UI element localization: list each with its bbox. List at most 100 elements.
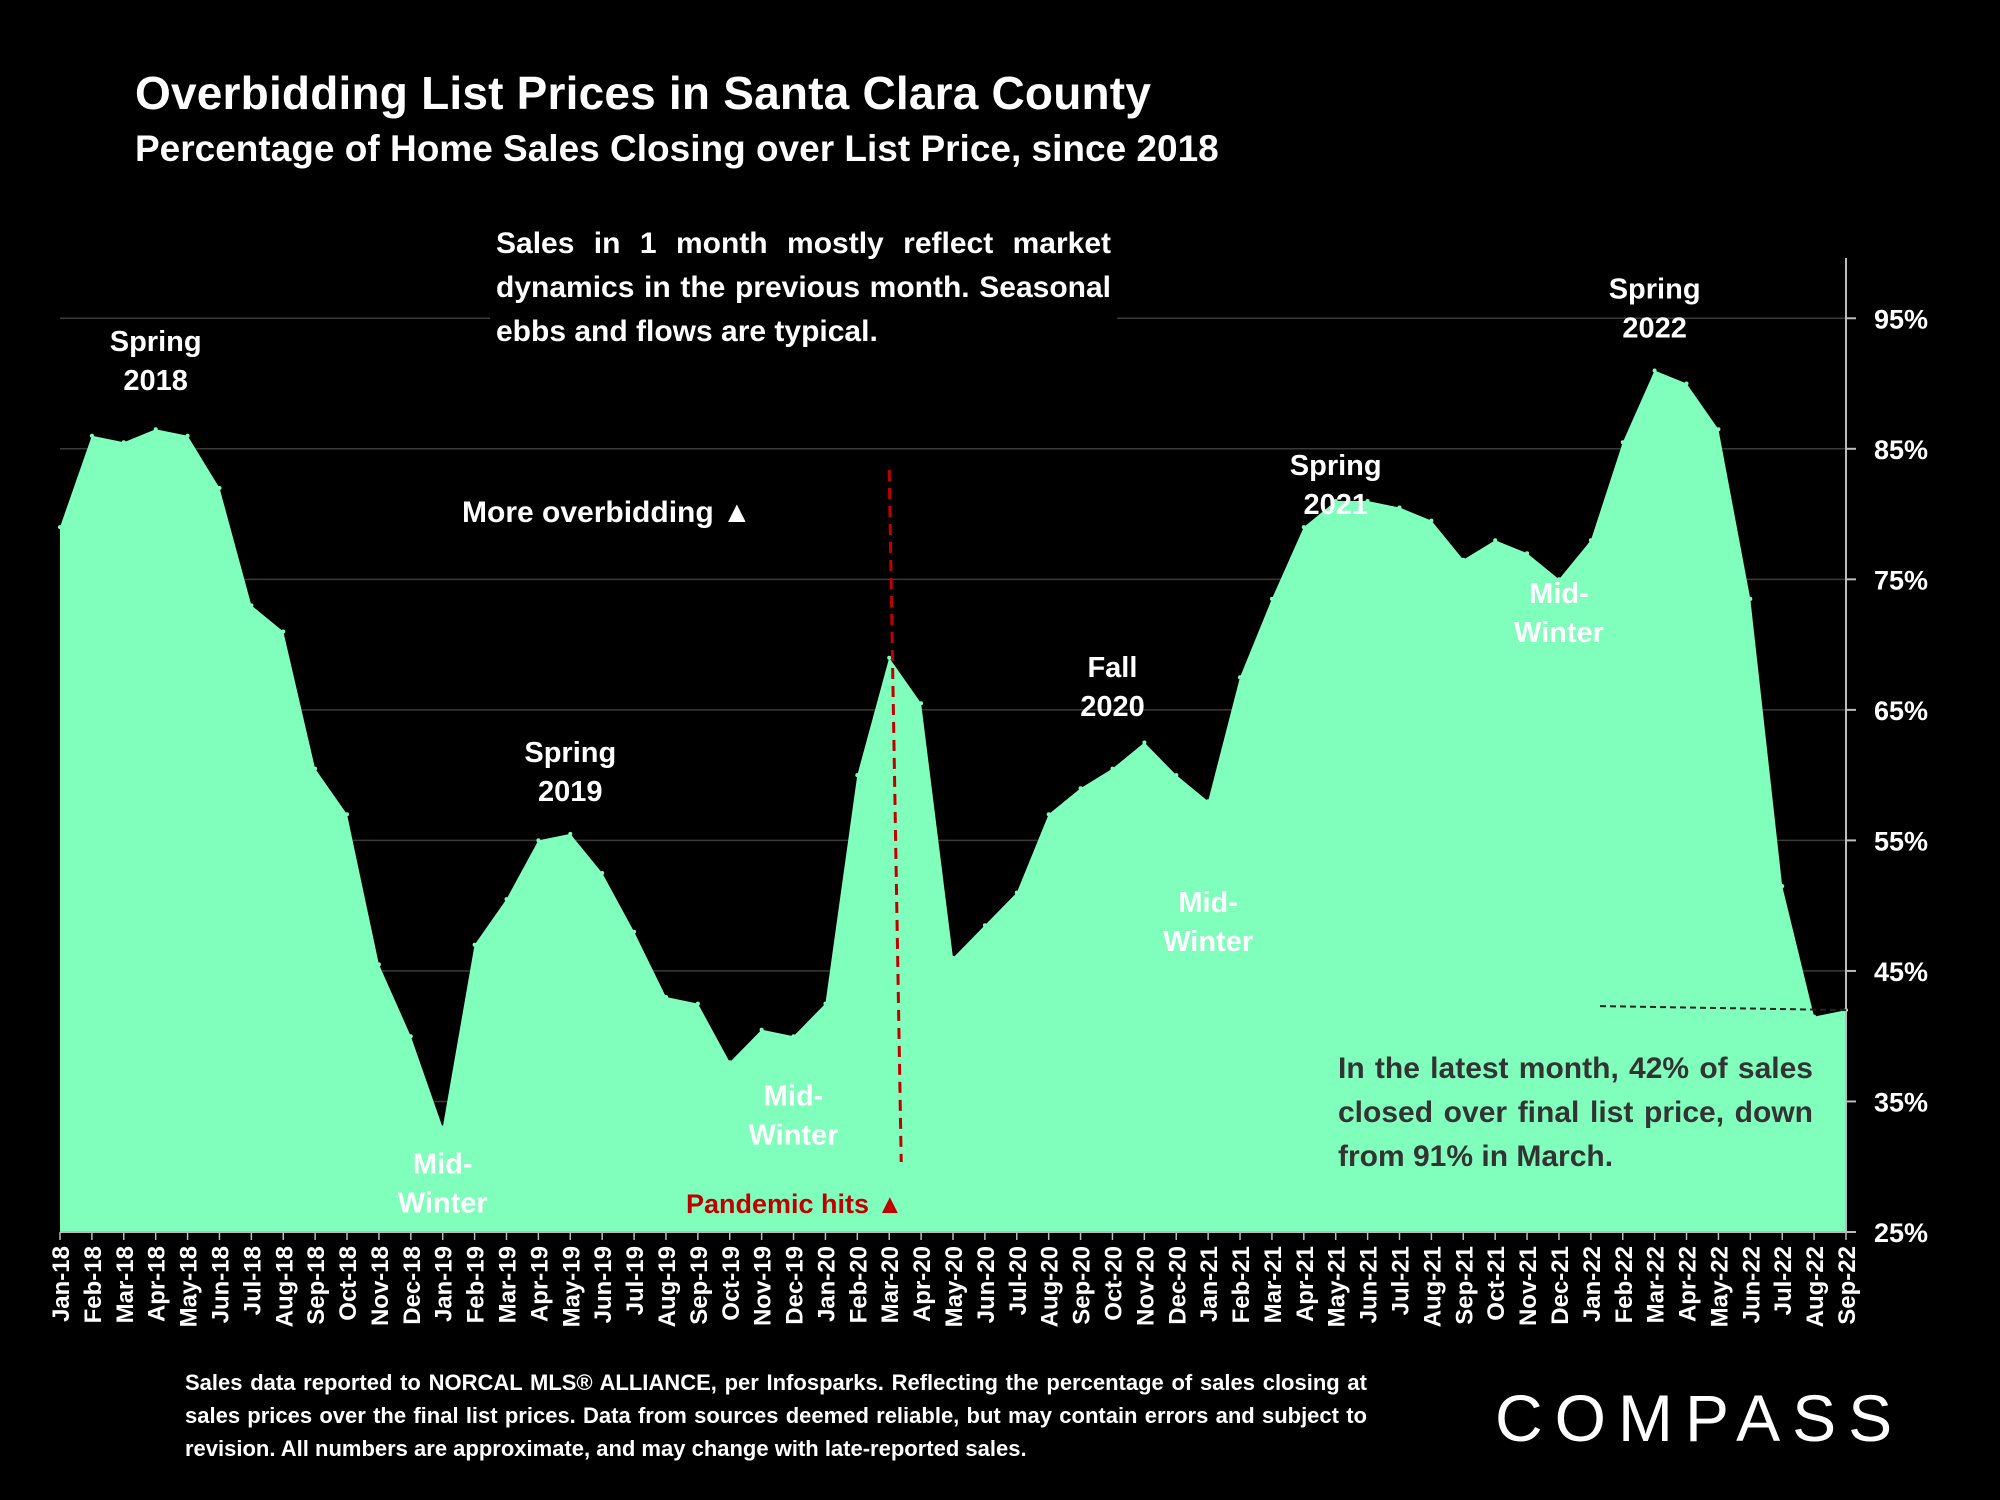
season-annotation: Spring 2019 — [524, 737, 616, 808]
data-point — [504, 897, 509, 902]
data-point — [1238, 675, 1242, 680]
x-tick-label: May-20 — [941, 1246, 968, 1327]
season-annotation-line: 2018 — [123, 365, 188, 397]
season-annotation-line: 2020 — [1080, 691, 1145, 723]
x-tick-label: Nov-19 — [750, 1246, 777, 1326]
y-tick-label: 75% — [1874, 565, 1928, 595]
season-annotation-line: 2021 — [1303, 489, 1368, 521]
data-point — [1461, 557, 1466, 562]
x-tick-label: Mar-21 — [1260, 1246, 1287, 1323]
x-tick-label: Aug-22 — [1802, 1246, 1829, 1327]
data-point — [568, 831, 573, 836]
x-tick-label: Jun-21 — [1356, 1246, 1383, 1323]
data-point — [58, 525, 62, 530]
season-annotation-line: Mid- — [1178, 887, 1238, 919]
season-annotation-line: Mid- — [1529, 578, 1589, 610]
season-annotation-line: Spring — [524, 737, 616, 769]
season-annotation-line: 2022 — [1622, 313, 1687, 345]
data-point — [1588, 538, 1593, 543]
y-tick-label: 95% — [1874, 304, 1928, 334]
data-point — [600, 871, 605, 875]
data-point — [727, 1060, 732, 1065]
axes: 25%35%45%55%65%75%85%95%Jan-18 Feb-18 Mar-… — [48, 258, 1928, 1327]
x-tick-label: Apr-19 — [526, 1246, 553, 1322]
data-point — [791, 1034, 796, 1039]
x-tick-label: Jun-18 — [207, 1246, 234, 1323]
data-point — [1333, 499, 1338, 503]
more-overbidding-label: More overbidding ▲ — [462, 496, 752, 529]
season-annotation: Mid- Winter — [1163, 887, 1253, 958]
data-point — [887, 655, 892, 660]
y-tick-label: 35% — [1874, 1087, 1928, 1117]
season-annotation: Mid- Winter — [749, 1080, 839, 1151]
x-tick-label: Dec-21 — [1547, 1246, 1574, 1325]
season-annotation: Mid- Winter — [398, 1148, 488, 1219]
x-tick-label: Mar-22 — [1643, 1246, 1670, 1323]
x-tick-label: Sep-21 — [1451, 1246, 1478, 1325]
x-tick-label: Oct-21 — [1483, 1246, 1510, 1321]
data-point — [345, 812, 349, 817]
x-tick-label: Mar-20 — [877, 1246, 904, 1323]
data-point — [408, 1034, 413, 1039]
season-annotation: Spring 2018 — [110, 326, 202, 397]
x-tick-label: Oct-20 — [1100, 1246, 1127, 1321]
season-annotation-line: Fall — [1087, 652, 1137, 684]
data-point — [185, 433, 190, 438]
pandemic-label: Pandemic hits ▲ — [686, 1189, 903, 1219]
y-tick-label: 85% — [1874, 435, 1928, 465]
season-annotation-line: Winter — [398, 1187, 488, 1219]
x-tick-label: Nov-21 — [1515, 1246, 1542, 1326]
x-tick-label: Jul-21 — [1388, 1246, 1415, 1315]
data-point — [632, 929, 637, 934]
x-tick-label: Oct-19 — [718, 1246, 745, 1321]
data-point — [153, 427, 158, 432]
data-point — [1684, 381, 1689, 386]
data-point — [1046, 812, 1051, 817]
season-annotation-line: Spring — [1290, 450, 1382, 482]
latest-value-marker — [1599, 1005, 1847, 1012]
data-point — [759, 1027, 764, 1032]
data-point — [1525, 551, 1530, 556]
x-tick-label: Sep-20 — [1069, 1246, 1096, 1325]
data-point — [951, 955, 955, 960]
season-annotation-line: 2019 — [538, 776, 603, 808]
data-point — [1812, 1014, 1817, 1019]
data-point — [695, 1001, 700, 1006]
intro-note: Sales in 1 month mostly reflect market d… — [490, 222, 1117, 354]
season-annotation-line: Mid- — [413, 1148, 473, 1180]
x-tick-label: Feb-20 — [845, 1246, 872, 1323]
x-tick-label: Nov-18 — [367, 1246, 394, 1326]
data-point — [1429, 518, 1434, 523]
data-point — [1493, 538, 1498, 543]
data-point — [217, 486, 222, 490]
x-tick-label: Feb-22 — [1611, 1246, 1638, 1323]
y-tick-label: 65% — [1874, 696, 1928, 726]
y-tick-label: 55% — [1874, 826, 1928, 856]
data-point — [1620, 440, 1625, 445]
data-point — [1014, 890, 1019, 895]
data-point — [89, 433, 94, 438]
y-tick-label: 45% — [1874, 957, 1928, 987]
x-tick-label: Feb-21 — [1228, 1246, 1255, 1323]
data-point — [281, 629, 286, 634]
x-tick-label: Jan-18 — [48, 1246, 75, 1322]
x-tick-label: Sep-22 — [1834, 1246, 1861, 1325]
annotations: Spring 2018 Mid- Winter Spring 2019 Mid- Winter… — [110, 274, 1847, 1219]
x-tick-label: Sep-18 — [303, 1246, 330, 1325]
x-tick-label: Nov-20 — [1132, 1246, 1159, 1326]
x-tick-label: Apr-20 — [909, 1246, 936, 1322]
x-tick-label: Jul-20 — [1005, 1246, 1032, 1315]
data-point — [1365, 499, 1370, 503]
data-point — [1748, 596, 1753, 601]
x-tick-label: Jun-19 — [590, 1246, 617, 1323]
x-tick-label: Aug-18 — [271, 1246, 298, 1327]
season-annotation-line: Winter — [1163, 926, 1253, 958]
data-point — [855, 773, 860, 778]
season-annotation-line: Winter — [749, 1119, 839, 1151]
chart-subtitle: Percentage of Home Sales Closing over Li… — [135, 128, 1219, 169]
x-tick-label: Sep-19 — [686, 1246, 713, 1325]
x-tick-label: Dec-19 — [782, 1246, 809, 1325]
y-tick-label: 25% — [1874, 1218, 1928, 1248]
data-point — [919, 701, 924, 706]
